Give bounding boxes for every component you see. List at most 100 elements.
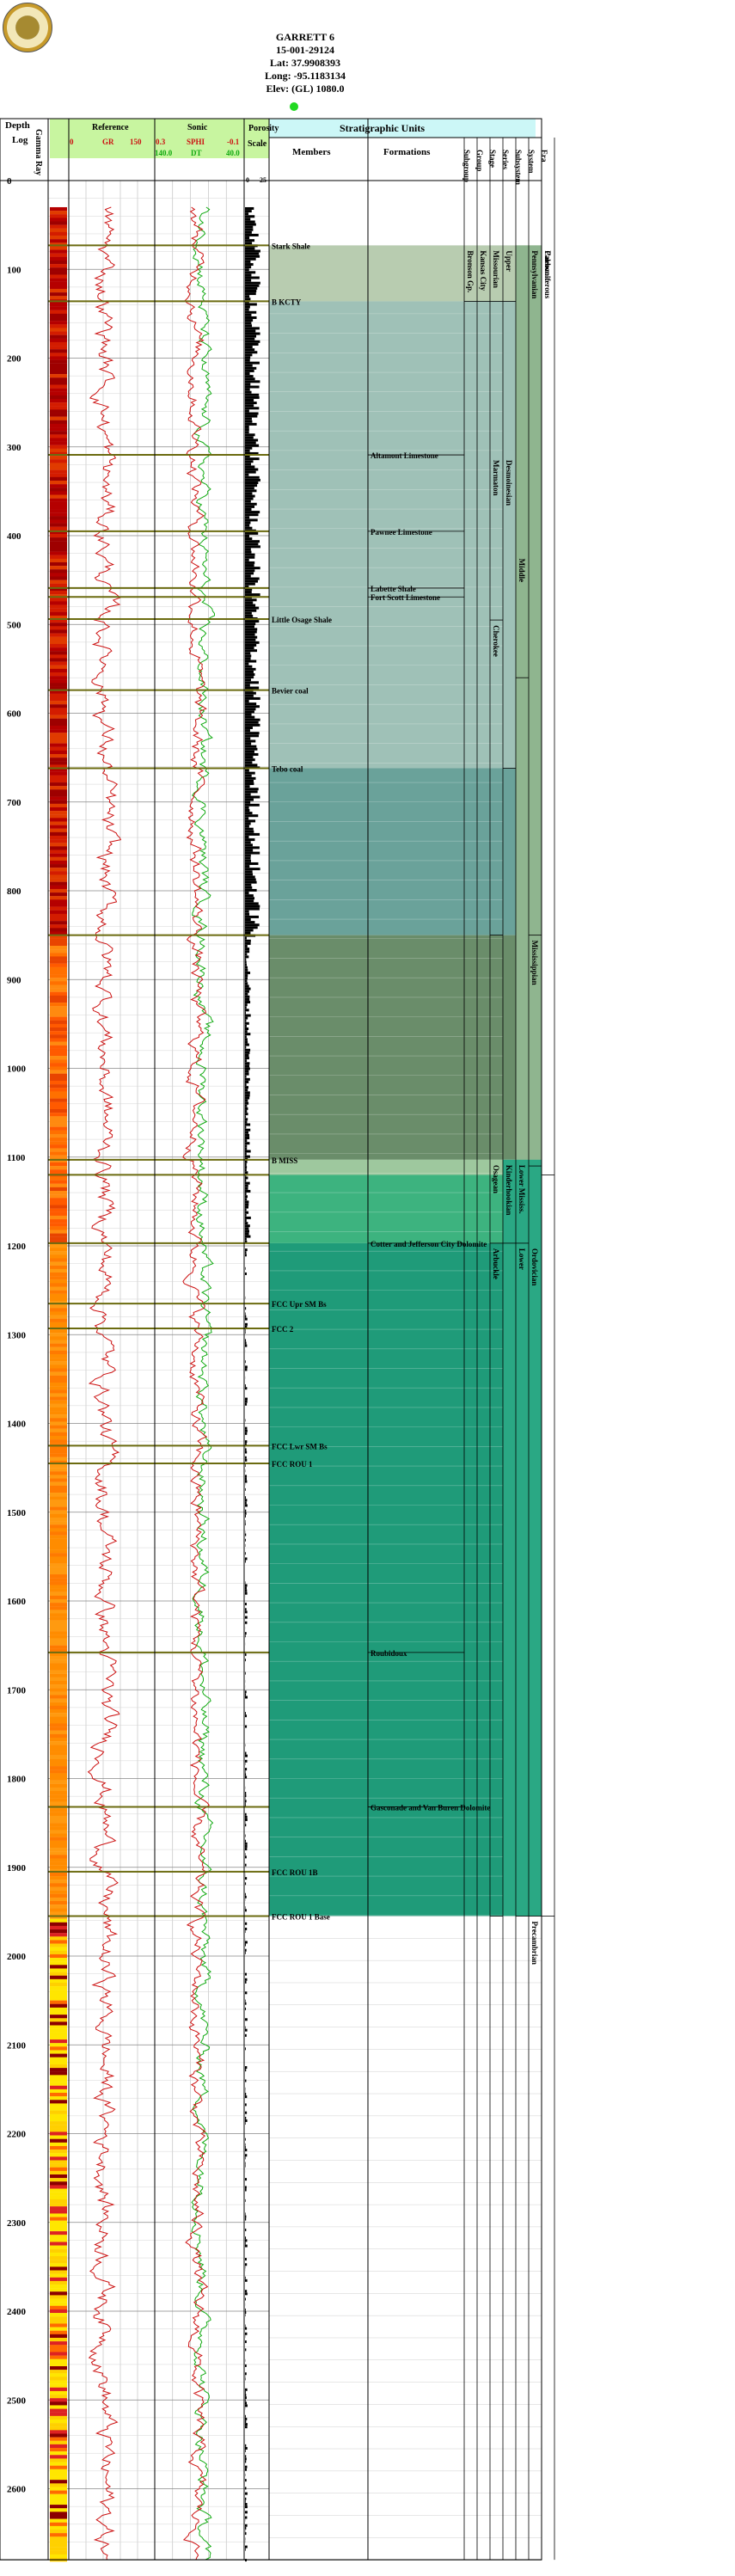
- gamma-color-band: [50, 274, 67, 279]
- porosity-bar: [245, 2188, 247, 2192]
- gamma-color-band: [50, 494, 67, 499]
- porosity-bar: [245, 1307, 247, 1310]
- gamma-color-band: [50, 725, 67, 730]
- gamma-color-band: [50, 2426, 67, 2431]
- porosity-bar: [245, 2033, 247, 2037]
- porosity-bar: [245, 1344, 248, 1347]
- porosity-bar: [245, 252, 260, 255]
- gamma-color-band: [50, 1073, 67, 1077]
- gamma-color-band: [50, 1648, 67, 1653]
- gamma-color-band: [50, 2550, 67, 2555]
- porosity-bar: [245, 1211, 249, 1214]
- porosity-bar: [245, 2394, 247, 2397]
- porosity-bar: [245, 614, 254, 617]
- porosity-bar: [245, 769, 249, 772]
- gamma-color-band: [50, 803, 67, 808]
- gamma-color-band: [50, 363, 67, 367]
- gamma-color-band: [50, 2270, 67, 2274]
- porosity-bar: [245, 611, 252, 615]
- gamma-color-band: [50, 1308, 67, 1312]
- porosity-bar: [245, 1147, 248, 1150]
- gamma-color-band: [50, 1272, 67, 1277]
- porosity-bar: [245, 1227, 249, 1230]
- gamma-color-band: [50, 1801, 67, 1806]
- porosity-bar: [245, 324, 253, 328]
- hier-header-system: System: [527, 150, 536, 174]
- porosity-bar: [245, 1072, 249, 1076]
- porosity-bar: [245, 984, 249, 988]
- gamma-color-band: [50, 1226, 67, 1230]
- porosity-bar: [245, 1621, 248, 1624]
- porosity-bar: [245, 564, 254, 567]
- gamma-color-band: [50, 2433, 67, 2438]
- porosity-bar: [245, 1584, 248, 1587]
- gamma-color-band: [50, 1138, 67, 1142]
- gamma-color-band: [50, 2071, 67, 2076]
- fill-carboniferous: [516, 245, 529, 1175]
- gamma-color-band: [50, 1528, 67, 1532]
- gamma-color-band: [50, 463, 67, 467]
- formation-label: Roubidoux: [371, 1649, 407, 1658]
- porosity-bar: [245, 1603, 247, 1606]
- porosity-bar: [245, 431, 249, 434]
- porosity-bar: [245, 295, 250, 298]
- gamma-color-band: [50, 2107, 67, 2111]
- gamma-color-band: [50, 377, 67, 382]
- porosity-bar: [245, 1773, 247, 1776]
- porosity-bar: [245, 1523, 246, 1526]
- porosity-bar: [245, 894, 254, 898]
- porosity-bar: [245, 569, 255, 573]
- gamma-color-band: [50, 1521, 67, 1525]
- gamma-color-band: [50, 1400, 67, 1404]
- porosity-bar: [245, 691, 256, 695]
- gamma-color-band: [50, 598, 67, 602]
- porosity-bar: [245, 977, 248, 980]
- porosity-bar: [245, 281, 260, 285]
- gamma-color-band: [50, 1769, 67, 1774]
- gamma-color-band: [50, 885, 67, 890]
- gamma-color-band: [50, 1353, 67, 1359]
- porosity-bar: [245, 713, 252, 716]
- gamma-color-band: [50, 757, 67, 762]
- porosity-bar: [245, 2122, 246, 2125]
- gamma-color-band: [50, 2298, 67, 2303]
- porosity-bar: [245, 604, 256, 607]
- porosity-bar: [245, 1166, 248, 1169]
- gamma-color-band: [50, 1215, 67, 1220]
- porosity-bar: [245, 1922, 248, 1925]
- gamma-color-band: [50, 1254, 67, 1259]
- porosity-bar: [245, 513, 259, 517]
- gamma-color-band: [50, 416, 67, 420]
- gamma-color-band: [50, 619, 67, 623]
- porosity-bar: [245, 2396, 247, 2400]
- porosity-bar: [245, 2156, 246, 2160]
- gamma-color-band: [50, 2150, 67, 2154]
- porosity-bar: [245, 540, 260, 543]
- gamma-color-band: [50, 1823, 67, 1827]
- porosity-bar: [245, 1501, 247, 1505]
- porosity-bar: [245, 524, 250, 527]
- porosity-bar: [245, 337, 255, 340]
- porosity-bar: [245, 729, 250, 733]
- gamma-color-band: [50, 2285, 67, 2289]
- member-label: FCC ROU 1B: [272, 1868, 318, 1877]
- porosity-bar: [245, 1115, 247, 1119]
- gamma-color-band: [50, 1535, 67, 1539]
- porosity-bar: [245, 1224, 250, 1228]
- gamma-color-band: [50, 2181, 67, 2186]
- porosity-bar: [245, 297, 251, 301]
- gamma-color-band: [50, 860, 67, 865]
- porosity-bar: [245, 1693, 247, 1696]
- header-green-band-2: [50, 138, 269, 158]
- porosity-bar: [245, 670, 254, 673]
- gamma-color-band: [50, 583, 67, 588]
- porosity-bar: [245, 289, 257, 292]
- gamma-color-band: [50, 1993, 67, 1997]
- strat-header-band: [269, 119, 536, 138]
- porosity-bar: [245, 953, 248, 956]
- porosity-bar: [245, 444, 260, 447]
- gamma-color-band: [50, 761, 67, 765]
- gamma-color-band: [50, 2231, 67, 2236]
- porosity-bar: [245, 2426, 248, 2429]
- gamma-color-band: [50, 2313, 67, 2317]
